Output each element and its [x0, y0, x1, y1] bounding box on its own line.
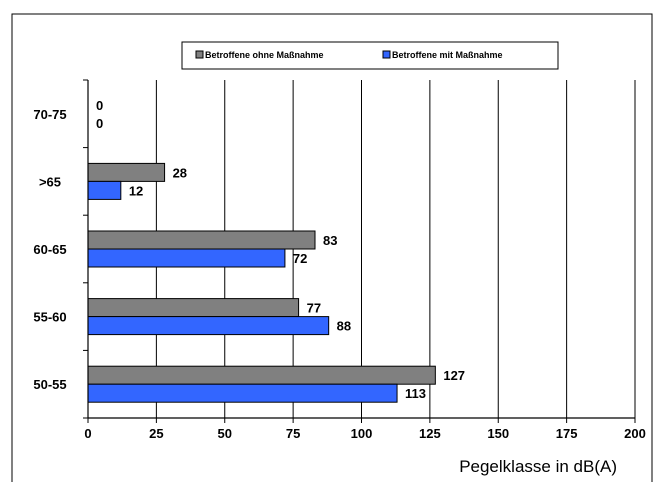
x-tick-label: 100: [351, 426, 373, 441]
bar-ohne-massnahme: [87, 365, 436, 385]
data-label: 0: [96, 116, 103, 131]
data-label: 28: [173, 165, 187, 180]
x-tick-label: 125: [419, 426, 441, 441]
x-tick-label: 75: [286, 426, 300, 441]
x-axis-title: Pegelklasse in dB(A): [459, 457, 617, 476]
bar-mit-massnahme: [87, 248, 286, 268]
category-label: >65: [39, 174, 61, 189]
data-label: 77: [307, 301, 321, 316]
data-label: 88: [337, 319, 351, 334]
category-label: 55-60: [33, 310, 66, 325]
bar-mit-massnahme: [87, 316, 330, 336]
legend-swatch-mit: [382, 50, 391, 59]
category-label: 70-75: [33, 107, 66, 122]
legend-label-ohne: Betroffene ohne Maßnahme: [205, 50, 324, 60]
bar-ohne-massnahme: [87, 230, 316, 250]
data-label: 12: [129, 183, 143, 198]
data-label: 127: [443, 368, 465, 383]
legend-label-mit: Betroffene mit Maßnahme: [392, 50, 503, 60]
x-tick-label: 150: [487, 426, 509, 441]
data-label: 113: [405, 386, 426, 401]
x-tick-label: 175: [556, 426, 578, 441]
axes-group: 0 25 50 75 100 125 150 175 200: [83, 79, 646, 441]
labels-group: 70-75 0 0 >65 28 12 60-65 83 72 55-60 77 88 50-55 127…: [33, 98, 465, 401]
x-tick-label: 50: [218, 426, 232, 441]
bar-mit-massnahme: [87, 180, 122, 200]
data-label: 0: [96, 98, 103, 113]
data-label: 72: [293, 251, 307, 266]
legend-swatch-ohne: [195, 50, 204, 59]
bar-ohne-massnahme: [87, 298, 300, 318]
category-label: 50-55: [33, 377, 66, 392]
legend-box: [181, 41, 559, 70]
data-label: 83: [323, 233, 337, 248]
x-tick-label: 25: [149, 426, 163, 441]
category-label: 60-65: [33, 242, 66, 257]
legend: Betroffene ohne Maßnahme Betroffene mit …: [181, 41, 559, 70]
x-tick-label: 0: [84, 426, 91, 441]
x-tick-label: 200: [624, 426, 646, 441]
bar-ohne-massnahme: [87, 162, 166, 182]
bar-mit-massnahme: [87, 383, 398, 403]
